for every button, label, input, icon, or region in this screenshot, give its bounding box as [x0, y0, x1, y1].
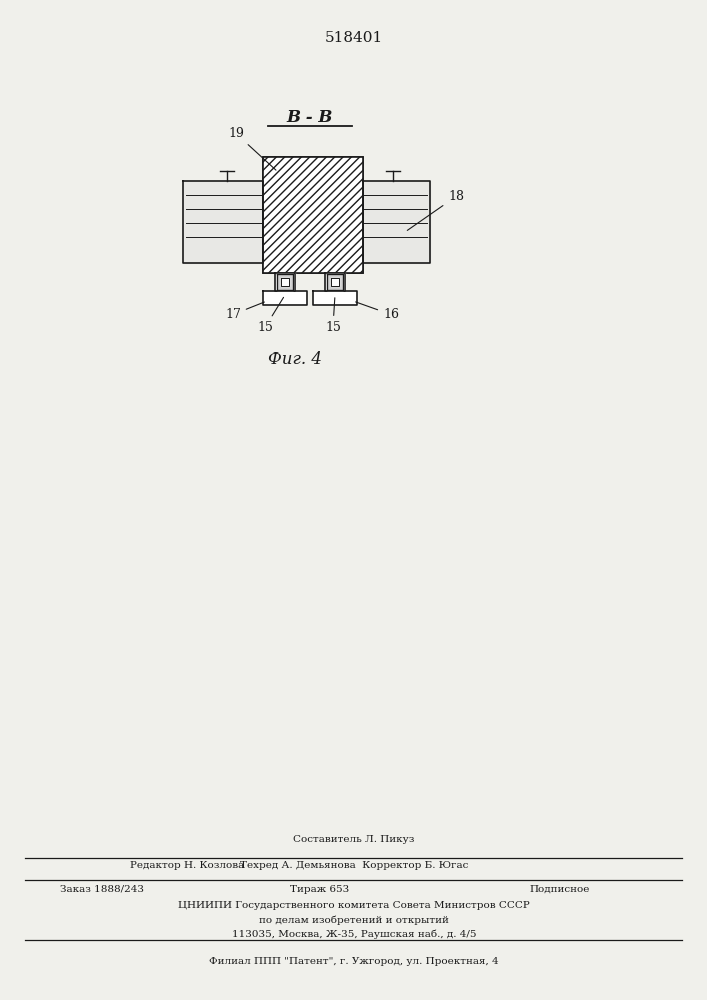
- Polygon shape: [275, 273, 295, 291]
- Text: 518401: 518401: [325, 31, 383, 45]
- Text: Техред А. Демьянова  Корректор Б. Югас: Техред А. Демьянова Корректор Б. Югас: [240, 861, 468, 870]
- Text: Филиал ППП "Патент", г. Ужгород, ул. Проектная, 4: Филиал ППП "Патент", г. Ужгород, ул. Про…: [209, 958, 499, 966]
- Text: 19: 19: [228, 127, 276, 170]
- Polygon shape: [331, 278, 339, 286]
- Polygon shape: [277, 274, 293, 290]
- Text: Тираж 653: Тираж 653: [291, 884, 350, 894]
- Polygon shape: [325, 273, 345, 291]
- Polygon shape: [281, 278, 289, 286]
- Text: 17: 17: [225, 302, 264, 321]
- Text: Редактор Н. Козлова: Редактор Н. Козлова: [130, 861, 244, 870]
- Polygon shape: [183, 181, 263, 263]
- Polygon shape: [263, 157, 363, 273]
- Text: ЦНИИПИ Государственного комитета Совета Министров СССР: ЦНИИПИ Государственного комитета Совета …: [178, 902, 530, 910]
- Text: Заказ 1888/243: Заказ 1888/243: [60, 884, 144, 894]
- Text: 113035, Москва, Ж-35, Раушская наб., д. 4/5: 113035, Москва, Ж-35, Раушская наб., д. …: [232, 929, 477, 939]
- Text: по делам изобретений и открытий: по делам изобретений и открытий: [259, 915, 449, 925]
- Text: Составитель Л. Пикуз: Составитель Л. Пикуз: [293, 836, 415, 844]
- Polygon shape: [263, 157, 363, 273]
- Polygon shape: [363, 181, 430, 263]
- Polygon shape: [327, 274, 343, 290]
- Text: 18: 18: [407, 190, 464, 230]
- Text: Фиг. 4: Фиг. 4: [268, 352, 322, 368]
- Text: Подписное: Подписное: [530, 884, 590, 894]
- Text: 15: 15: [257, 297, 284, 334]
- Text: 15: 15: [325, 298, 341, 334]
- Text: 16: 16: [356, 302, 399, 321]
- Polygon shape: [313, 291, 357, 305]
- Polygon shape: [263, 291, 307, 305]
- Text: B - B: B - B: [287, 109, 333, 126]
